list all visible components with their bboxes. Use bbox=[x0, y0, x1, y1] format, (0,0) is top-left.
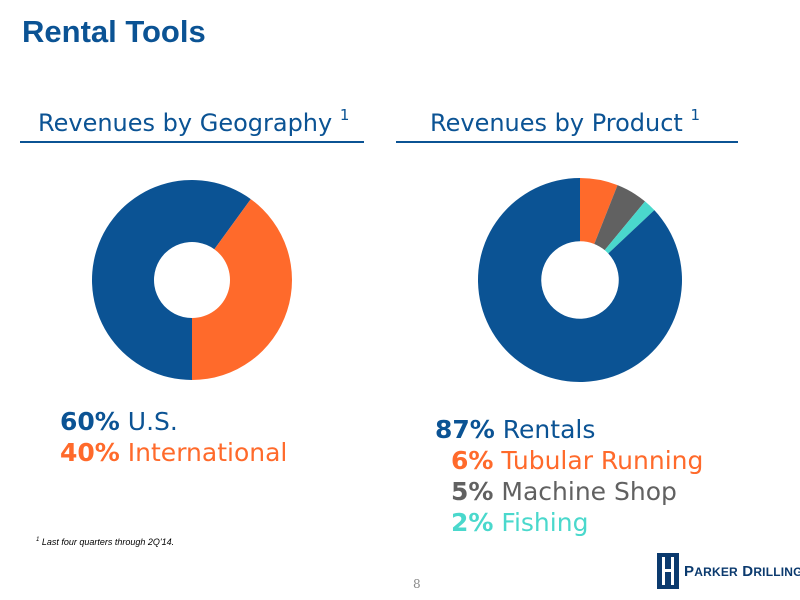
product-legend-item-machine-shop: 5% Machine Shop bbox=[435, 476, 703, 507]
product-legend-item-fishing: 2% Fishing bbox=[435, 507, 703, 538]
product-donut-chart bbox=[478, 178, 682, 382]
product-legend-item-rentals: 87% Rentals bbox=[435, 414, 703, 445]
geography-legend-label-u-s: U.S. bbox=[119, 407, 178, 436]
product-legend-value-rentals: 87% bbox=[435, 415, 495, 444]
footnote: 1 Last four quarters through 2Q'14. bbox=[36, 537, 174, 547]
geography-legend-value-international: 40% bbox=[60, 438, 120, 467]
footnote-marker: 1 bbox=[36, 537, 40, 543]
product-legend-value-tubular-running: 6% bbox=[451, 446, 494, 475]
product-legend-label-machine-shop: Machine Shop bbox=[493, 477, 677, 506]
product-title-footnote-ref: 1 bbox=[690, 106, 701, 124]
geography-donut-chart bbox=[92, 180, 292, 380]
geography-legend-value-u-s: 60% bbox=[60, 407, 120, 436]
product-slice-fishing bbox=[604, 201, 655, 254]
product-legend-item-tubular-running: 6% Tubular Running bbox=[435, 445, 703, 476]
company-logo-mark-icon bbox=[657, 553, 679, 589]
geography-legend: 60% U.S. 40% International bbox=[60, 406, 287, 468]
product-legend-label-tubular-running: Tubular Running bbox=[493, 446, 704, 475]
geography-title-underline bbox=[20, 141, 364, 143]
geography-title-text: Revenues by Geography bbox=[38, 109, 333, 137]
geography-slice-u-s bbox=[92, 180, 251, 380]
product-legend: 87% Rentals 6% Tubular Running 5% Machine … bbox=[435, 414, 703, 538]
product-title-underline bbox=[396, 141, 738, 143]
product-legend-value-fishing: 2% bbox=[451, 508, 494, 537]
product-title-text: Revenues by Product bbox=[430, 109, 683, 137]
product-legend-value-machine-shop: 5% bbox=[451, 477, 494, 506]
product-chart-title: Revenues by Product 1 bbox=[430, 106, 701, 137]
slide-title: Rental Tools bbox=[22, 14, 206, 49]
product-legend-label-rentals: Rentals bbox=[494, 415, 596, 444]
geography-slice-international bbox=[192, 199, 292, 380]
product-slice-rentals bbox=[478, 178, 682, 382]
geography-legend-label-international: International bbox=[119, 438, 288, 467]
footnote-text: Last four quarters through 2Q'14. bbox=[41, 537, 175, 547]
geography-chart-title: Revenues by Geography 1 bbox=[38, 106, 350, 137]
product-legend-label-fishing: Fishing bbox=[493, 508, 589, 537]
page-number: 8 bbox=[413, 577, 421, 591]
geography-legend-item-u-s: 60% U.S. bbox=[60, 406, 287, 437]
company-logo-wordmark: PARKER DRILLING bbox=[684, 562, 800, 580]
product-slice-machine-shop bbox=[594, 185, 646, 251]
geography-title-footnote-ref: 1 bbox=[339, 106, 350, 124]
geography-legend-item-international: 40% International bbox=[60, 437, 287, 468]
product-slice-tubular-running bbox=[580, 178, 618, 244]
company-logo: PARKER DRILLING bbox=[657, 553, 800, 589]
